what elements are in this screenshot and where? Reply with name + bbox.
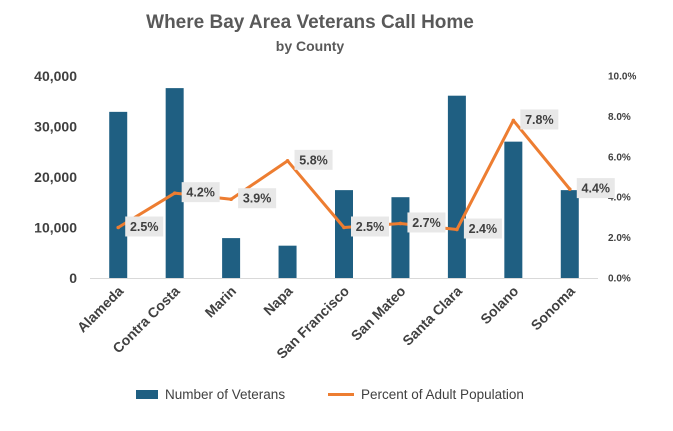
x-tick-label-san-mateo: San Mateo	[348, 283, 409, 344]
line-point-san-francisco	[342, 225, 346, 230]
line-point-napa	[285, 159, 290, 163]
legend-swatch-bar	[136, 390, 158, 399]
line-point-marin	[229, 197, 233, 202]
bar-san-mateo	[391, 197, 410, 278]
bar-sonoma	[560, 190, 579, 278]
y-left-tick-label: 40,000	[34, 68, 77, 84]
legend: Number of Veterans Percent of Adult Popu…	[0, 387, 673, 407]
x-tick-label-alameda: Alameda	[74, 283, 127, 336]
chart-title: Where Bay Area Veterans Call Home	[146, 12, 474, 33]
y-left-tick-label: 10,000	[34, 220, 77, 236]
chart-subtitle: by County	[275, 38, 345, 54]
data-label-box	[407, 212, 446, 233]
bar-santa-clara	[447, 95, 466, 278]
bar-alameda	[109, 111, 128, 278]
y-right-tick-label: 8.0%	[608, 112, 631, 123]
legend-swatch-line	[328, 393, 354, 396]
legend-label-bars: Number of Veterans	[165, 387, 286, 402]
x-tick-label-napa: Napa	[260, 283, 296, 319]
data-label-box	[181, 182, 220, 203]
y-right-tick-label: 6.0%	[608, 152, 631, 163]
y-left-tick-label: 30,000	[34, 119, 77, 135]
data-label-box	[294, 149, 333, 170]
x-tick-label-sonoma: Sonoma	[528, 283, 579, 334]
legend-label-line: Percent of Adult Population	[361, 387, 524, 402]
x-tick-label-marin: Marin	[202, 283, 240, 321]
data-label-san-francisco: 2.5%	[356, 220, 385, 234]
line-point-san-mateo	[398, 221, 403, 226]
data-label-contra-costa: 4.2%	[186, 186, 215, 200]
data-label-marin: 3.9%	[243, 192, 272, 206]
data-label-box	[351, 216, 389, 237]
bar-san-francisco	[335, 190, 353, 278]
line-point-contra-costa	[172, 191, 177, 195]
y-left-tick-label: 0	[69, 270, 77, 286]
legend-item-percent-of-adult-population: Percent of Adult Population	[328, 387, 524, 402]
y-left-tick-label: 20,000	[34, 169, 77, 185]
x-tick-label-solano: Solano	[477, 283, 521, 327]
data-label-box	[125, 216, 164, 237]
bar-contra-costa	[165, 88, 184, 279]
data-label-san-mateo: 2.7%	[412, 216, 441, 230]
data-label-sonoma: 4.4%	[582, 182, 611, 196]
y-right-tick-label: 10.0%	[608, 72, 636, 83]
legend-item-number-of-veterans: Number of Veterans	[136, 387, 285, 402]
line-point-santa-clara	[455, 227, 459, 232]
bar-solano	[504, 141, 523, 278]
data-label-napa: 5.8%	[299, 153, 328, 167]
y-right-tick-label: 0.0%	[608, 274, 631, 285]
line-point-alameda	[116, 225, 121, 230]
data-label-box	[576, 178, 615, 199]
data-label-santa-clara: 2.4%	[469, 222, 498, 236]
y-right-tick-label: 4.0%	[608, 193, 631, 204]
data-label-box	[520, 109, 559, 130]
y-right-tick-label: 2.0%	[608, 233, 631, 244]
line-point-solano	[511, 118, 516, 123]
data-label-box	[238, 188, 277, 209]
x-tick-label-santa-clara: Santa Clara	[399, 283, 465, 349]
data-label-box	[463, 218, 502, 239]
data-label-alameda: 2.5%	[130, 220, 159, 234]
bar-napa	[278, 245, 297, 278]
data-label-solano: 7.8%	[525, 113, 554, 127]
bar-marin	[222, 238, 241, 278]
line-point-sonoma	[567, 187, 572, 191]
